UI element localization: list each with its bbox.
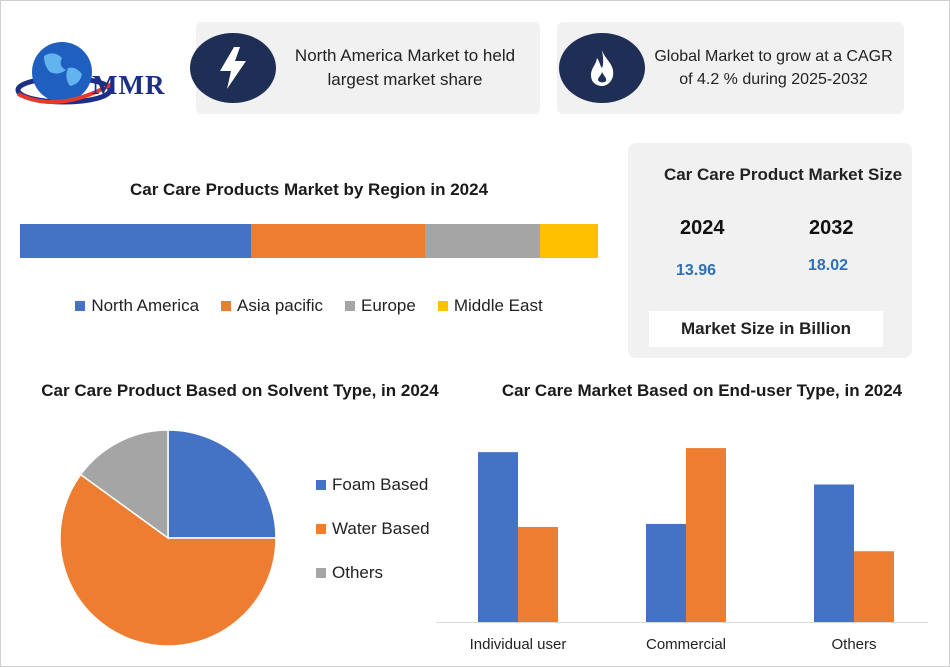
legend-label: Foam Based [332,475,429,494]
market-size-unit-note: Market Size in Billion [649,311,883,347]
legend-item: North America [75,296,199,316]
legend-item: Foam Based [316,474,430,496]
solvent-chart-title: Car Care Product Based on Solvent Type, … [41,381,439,400]
value-2024: 13.96 [676,262,717,279]
card-text: Global Market to grow at a CAGR of 4.2 %… [654,48,893,88]
bar [854,551,894,622]
x-tick-label: Individual user [470,636,567,653]
legend-swatch [316,568,326,578]
card-text: North America Market to held largest mar… [294,46,516,89]
legend-swatch [75,301,86,311]
legend-swatch [316,480,326,490]
mmr-logo: MMR [14,38,186,110]
region-bar-segment [540,224,598,258]
x-tick-label: Commercial [646,636,726,653]
info-card-north-america: North America Market to held largest mar… [190,22,540,114]
legend-label: Others [332,563,384,582]
legend-item: Middle East [437,296,543,316]
flame-icon [591,50,614,86]
legend-label: North America [91,296,200,315]
logo-text: MMR [92,70,166,100]
bar [686,448,726,622]
legend-label: Europe [361,296,416,315]
value-2032: 18.02 [808,257,849,274]
region-legend: North America Asia pacific Europe Middle Ea… [20,296,598,316]
flame-badge [559,33,645,103]
market-size-title: Car Care Product Market Size [663,165,903,184]
legend-item: Europe [345,296,416,316]
legend-swatch [221,301,232,311]
region-chart-title: Car Care Products Market by Region in 20… [129,180,489,199]
region-bar-segment [424,224,541,258]
legend-label: Middle East [453,296,543,315]
year-2032-label: 2032 [809,217,854,239]
region-bar-segment [251,224,425,258]
enduser-chart-title: Car Care Market Based on End-user Type, … [501,381,903,400]
market-size-box: Car Care Product Market Size 2024 2032 1… [628,143,912,358]
lightning-icon [220,47,246,89]
bar [814,484,854,622]
legend-item: Water Based [316,518,430,540]
solvent-legend: Foam Based Water Based Others [316,474,430,606]
region-stacked-bar [20,224,598,258]
bar [518,526,558,622]
legend-label: Asia pacific [237,296,324,315]
pie-slice [59,473,277,647]
enduser-bar-chart: Individual user Commercial Others [436,448,928,653]
solvent-pie-chart [59,429,277,647]
pie-slice [79,429,169,540]
legend-item: Asia pacific [221,296,323,316]
legend-label: Water Based [332,519,430,538]
bar [478,452,518,622]
legend-item: Others [316,562,430,584]
x-tick-label: Others [831,636,876,653]
bar [646,523,686,622]
pie-slice [167,429,277,539]
lightning-badge [190,33,276,103]
legend-swatch [316,524,326,534]
year-2024-label: 2024 [680,217,725,239]
legend-swatch [437,301,448,311]
globe-icon [15,42,113,105]
region-bar-segment [20,224,252,258]
legend-swatch [345,301,356,311]
info-card-cagr: Global Market to grow at a CAGR of 4.2 %… [557,22,904,114]
